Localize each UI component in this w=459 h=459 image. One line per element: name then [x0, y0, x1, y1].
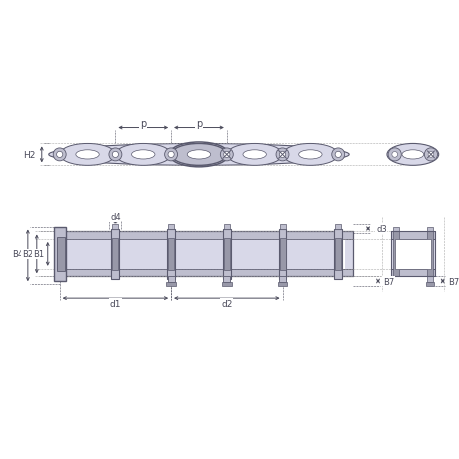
Bar [54, 227, 66, 282]
Bar [426, 232, 432, 277]
Text: d1: d1 [109, 299, 121, 308]
Bar [426, 277, 432, 283]
Text: d4: d4 [110, 213, 120, 222]
Text: p: p [196, 118, 202, 128]
Bar [112, 238, 118, 270]
Bar [56, 229, 63, 280]
Text: B2: B2 [22, 250, 33, 259]
Bar [56, 238, 62, 270]
Ellipse shape [131, 151, 155, 160]
Text: B7: B7 [447, 277, 458, 286]
Text: d3: d3 [375, 224, 386, 234]
Bar [282, 240, 337, 269]
Bar [224, 224, 230, 229]
Bar [60, 232, 353, 240]
Bar [112, 224, 118, 229]
Text: d2: d2 [221, 299, 232, 308]
Circle shape [331, 149, 344, 162]
Circle shape [427, 152, 433, 158]
Bar [390, 232, 434, 277]
Circle shape [164, 149, 177, 162]
Bar [60, 240, 115, 269]
Circle shape [387, 149, 400, 162]
Bar [115, 240, 171, 269]
Bar [60, 269, 353, 277]
Text: B1: B1 [33, 250, 44, 259]
Bar [279, 224, 285, 229]
Ellipse shape [171, 144, 226, 166]
Text: B7: B7 [382, 277, 393, 286]
Ellipse shape [115, 144, 171, 166]
Bar [425, 283, 433, 286]
Text: B4: B4 [12, 250, 23, 259]
Circle shape [279, 152, 285, 158]
Ellipse shape [386, 144, 438, 166]
Ellipse shape [282, 144, 337, 166]
Bar [334, 229, 341, 280]
Bar [335, 224, 341, 229]
Circle shape [223, 152, 230, 158]
Ellipse shape [401, 151, 423, 160]
Bar [394, 240, 430, 269]
Bar [167, 229, 175, 280]
Circle shape [168, 152, 174, 158]
Circle shape [335, 152, 341, 158]
Bar [335, 238, 341, 270]
Bar [111, 229, 119, 280]
Bar [392, 232, 398, 277]
Bar [168, 224, 174, 229]
Bar [223, 277, 230, 283]
Circle shape [391, 152, 397, 158]
Bar [226, 240, 282, 269]
Circle shape [56, 152, 63, 158]
Bar [277, 283, 287, 286]
Ellipse shape [298, 151, 321, 160]
Bar [167, 277, 174, 283]
Circle shape [109, 149, 122, 162]
Ellipse shape [242, 151, 266, 160]
Bar [221, 283, 231, 286]
Ellipse shape [226, 144, 282, 166]
Text: H2: H2 [23, 151, 36, 160]
Bar [426, 227, 432, 232]
Bar [171, 240, 226, 269]
Bar [56, 237, 65, 271]
Circle shape [275, 149, 288, 162]
Bar [278, 229, 286, 280]
Bar [390, 240, 434, 269]
Bar [67, 240, 344, 269]
Bar [390, 232, 434, 240]
Bar [392, 227, 398, 232]
Bar [166, 283, 176, 286]
Circle shape [220, 149, 233, 162]
Bar [224, 238, 230, 270]
Text: p: p [140, 118, 146, 128]
Bar [390, 269, 434, 277]
Circle shape [53, 149, 66, 162]
Bar [168, 238, 174, 270]
Ellipse shape [76, 151, 99, 160]
Circle shape [424, 149, 437, 162]
Ellipse shape [60, 144, 115, 166]
Ellipse shape [49, 144, 348, 166]
Bar [279, 238, 285, 270]
Bar [222, 229, 230, 280]
Bar [279, 277, 285, 283]
Circle shape [112, 152, 118, 158]
Bar [60, 232, 353, 277]
Ellipse shape [187, 151, 210, 160]
